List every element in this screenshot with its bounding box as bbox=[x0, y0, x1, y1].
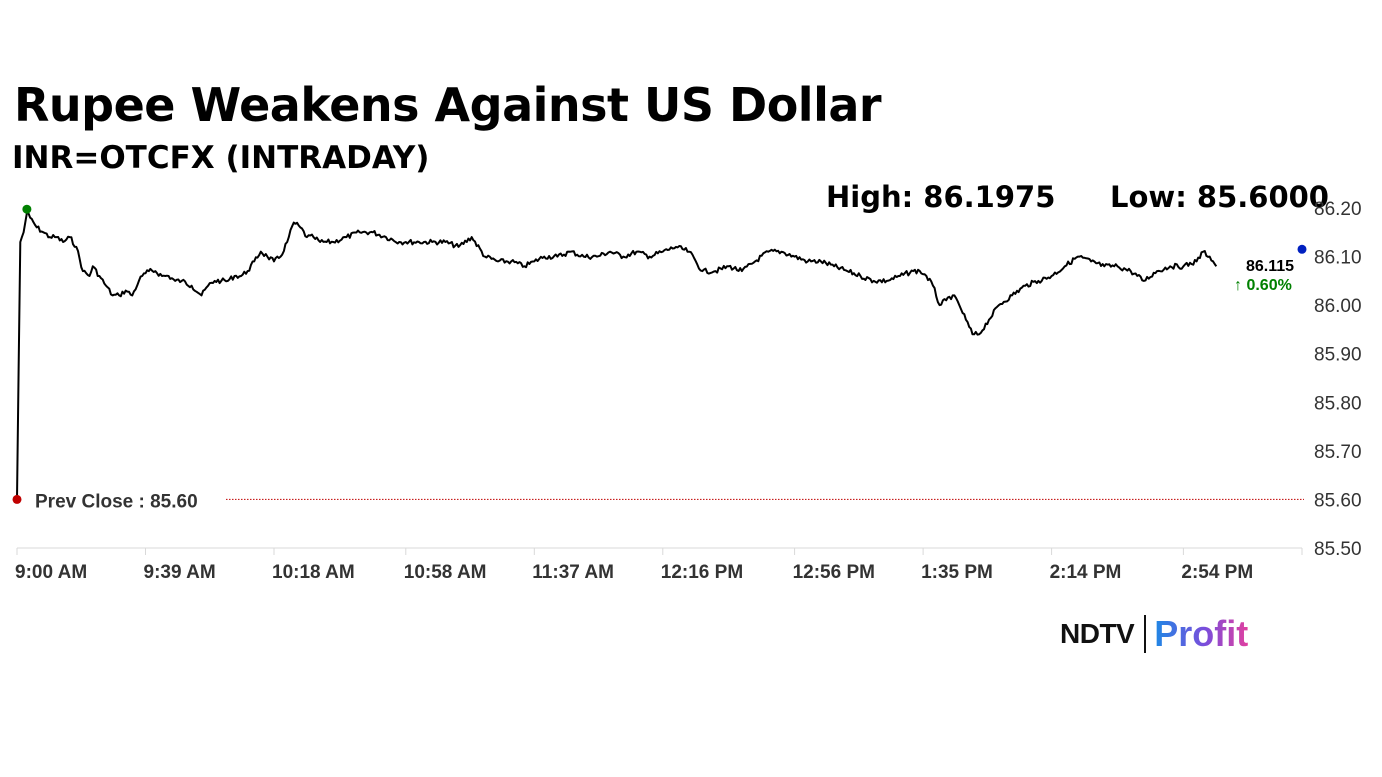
chart-subtitle: INR=OTCFX (INTRADAY) bbox=[12, 140, 430, 176]
last-marker bbox=[1297, 244, 1307, 254]
prev-close-marker bbox=[12, 494, 22, 504]
x-tick-label: 2:54 PM bbox=[1181, 562, 1253, 583]
series-line-inr bbox=[16, 211, 1218, 500]
y-tick-label: 85.80 bbox=[1314, 393, 1362, 414]
profit-wordmark: Profit bbox=[1154, 613, 1249, 654]
x-tick-label: 12:56 PM bbox=[793, 562, 875, 583]
x-tick-label: 2:14 PM bbox=[1050, 562, 1122, 583]
prev-close-label: Prev Close : 85.60 bbox=[35, 491, 198, 512]
x-tick-label: 11:37 AM bbox=[532, 562, 614, 583]
y-tick-label: 85.50 bbox=[1314, 539, 1362, 560]
ndtv-profit-logo: NDTV Profit bbox=[1060, 612, 1248, 656]
y-tick-label: 86.00 bbox=[1314, 296, 1362, 317]
y-tick-label: 86.20 bbox=[1314, 199, 1362, 220]
y-tick-label: 86.10 bbox=[1314, 248, 1362, 269]
y-tick-label: 85.70 bbox=[1314, 442, 1362, 463]
ndtv-wordmark: NDTV bbox=[1060, 618, 1135, 649]
high-value-label: High: 86.1975 bbox=[826, 180, 1056, 214]
low-value-label: Low: 85.6000 bbox=[1110, 180, 1329, 214]
y-tick-label: 85.90 bbox=[1314, 345, 1362, 366]
x-tick-label: 12:16 PM bbox=[661, 562, 743, 583]
change-percent-label: ↑ 0.60% bbox=[1234, 277, 1292, 294]
x-tick-label: 10:18 AM bbox=[272, 562, 355, 583]
x-tick-label: 1:35 PM bbox=[921, 562, 993, 583]
logo-divider bbox=[1144, 615, 1147, 653]
x-tick-label: 10:58 AM bbox=[404, 562, 487, 583]
high-marker bbox=[22, 204, 32, 214]
x-tick-label: 9:00 AM bbox=[15, 562, 87, 583]
last-value-label: 86.115 bbox=[1246, 258, 1294, 275]
chart-title: Rupee Weakens Against US Dollar bbox=[14, 78, 882, 132]
x-tick-label: 9:39 AM bbox=[144, 562, 216, 583]
y-tick-label: 85.60 bbox=[1314, 490, 1362, 511]
